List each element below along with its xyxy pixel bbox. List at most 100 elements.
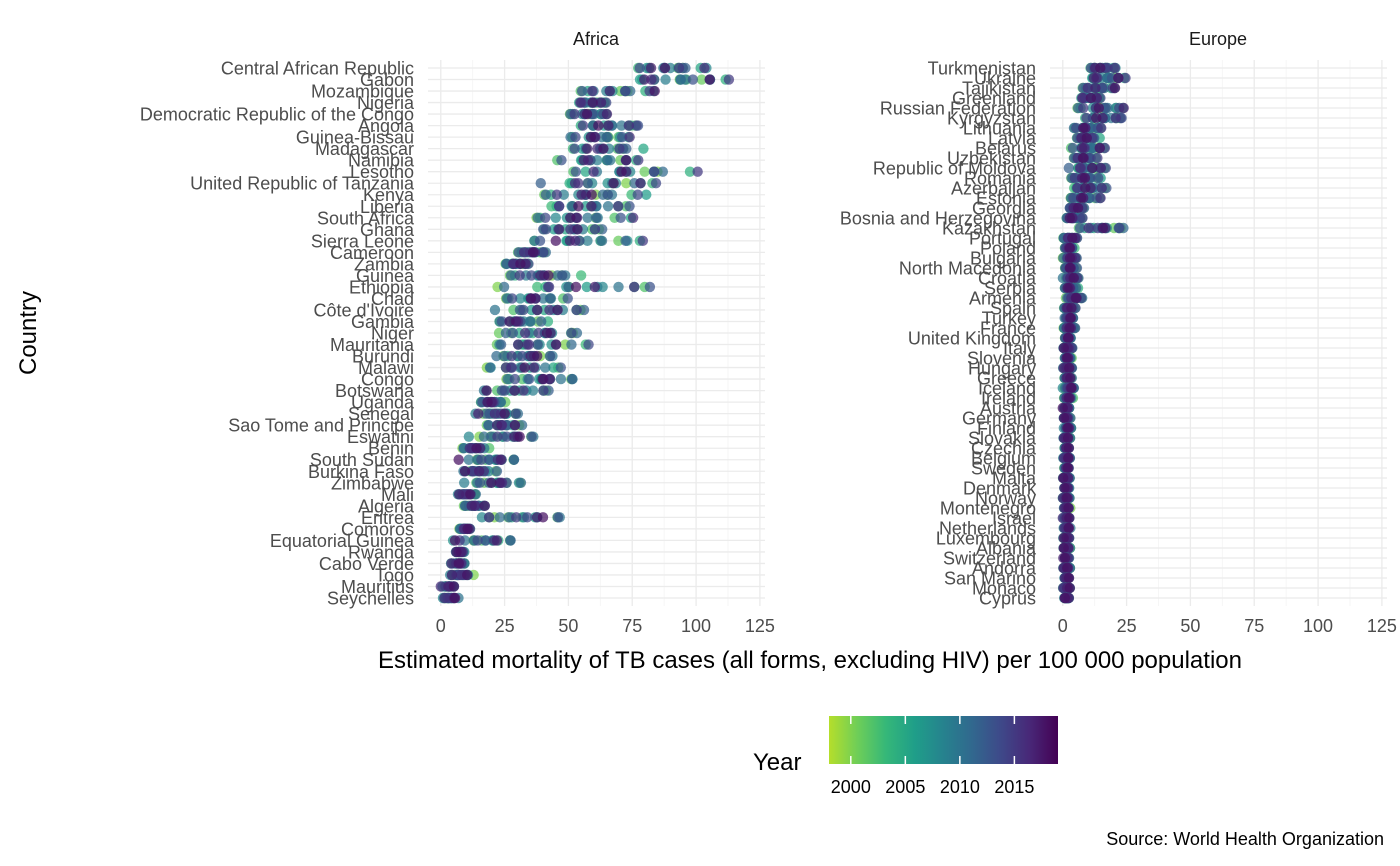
country-label-cabo-verde: Cabo Verde xyxy=(319,554,414,574)
point-san-marino-2018 xyxy=(1063,572,1075,584)
point-mozambique-2017 xyxy=(604,85,616,97)
country-label-guinea: Guinea xyxy=(356,266,415,286)
country-label-equatorial-guinea: Equatorial Guinea xyxy=(270,531,415,551)
point-equatorial-guinea-2013 xyxy=(480,535,491,546)
point-croatia-2018 xyxy=(1068,272,1080,284)
point-lesotho-2016 xyxy=(588,166,599,177)
point-madagascar-2015 xyxy=(614,143,625,154)
point-azerbaijan-2016 xyxy=(1096,182,1107,194)
country-label-chad: Chad xyxy=(371,289,414,309)
point-namibia-2018 xyxy=(620,154,632,166)
point-liberia-2015 xyxy=(554,201,565,212)
point-burundi-2011 xyxy=(491,350,502,362)
point-congo-2014 xyxy=(509,373,521,385)
country-label-hungary: Hungary xyxy=(968,359,1036,379)
country-label-south-sudan: South Sudan xyxy=(310,450,414,470)
point-cote-d-ivoire-2014 xyxy=(518,304,529,316)
country-label-spain: Spain xyxy=(990,299,1036,319)
point-kyrgyzstan-2015 xyxy=(1081,112,1092,124)
point-greenland-2016 xyxy=(1076,92,1088,104)
point-nigeria-2017 xyxy=(595,97,607,108)
point-south-sudan-2017 xyxy=(495,454,506,465)
point-mauritius-2016 xyxy=(435,581,447,592)
point-central-african-republic-2016 xyxy=(699,62,710,74)
country-label-mozambique: Mozambique xyxy=(311,82,414,102)
facet-africa: Africa Central African RepublicGabonMoza… xyxy=(140,29,775,636)
point-sierra-leone-2001 xyxy=(613,235,624,247)
point-eritrea-2008 xyxy=(476,512,488,523)
point-south-africa-2010 xyxy=(582,212,593,223)
point-estonia-2016 xyxy=(1095,192,1106,204)
point-zimbabwe-2011 xyxy=(515,477,527,488)
point-angola-2015 xyxy=(577,120,589,131)
point-portugal-2018 xyxy=(1067,232,1078,244)
country-label-belarus: Belarus xyxy=(975,139,1036,159)
point-lesotho-2011 xyxy=(657,166,669,177)
point-congo-2018 xyxy=(537,373,548,385)
point-chad-2012 xyxy=(545,293,556,304)
point-ireland-2018 xyxy=(1063,392,1074,404)
country-label-armenia: Armenia xyxy=(969,289,1037,309)
point-cabo-verde-2017 xyxy=(446,558,457,569)
country-label-sao-tome-and-principe: Sao Tome and Principe xyxy=(228,416,414,436)
point-south-sudan-2013 xyxy=(484,454,495,465)
country-label-poland: Poland xyxy=(980,239,1036,259)
point-ethiopia-2006 xyxy=(581,281,593,293)
point-kenya-2012 xyxy=(540,189,552,200)
point-sierra-leone-2018 xyxy=(550,235,562,247)
point-malawi-2005 xyxy=(548,362,559,373)
europe-x-tick-100: 100 xyxy=(1303,616,1333,636)
point-madagascar-2014 xyxy=(569,143,580,154)
point-israel-2018 xyxy=(1064,512,1075,524)
point-namibia-2015 xyxy=(633,154,644,166)
point-turkey-2018 xyxy=(1065,312,1076,324)
point-spain-2018 xyxy=(1066,302,1077,314)
country-labels-africa: Central African RepublicGabonMozambiqueN… xyxy=(140,59,415,609)
country-label-algeria: Algeria xyxy=(358,496,415,516)
point-cameroon-2016 xyxy=(518,247,530,258)
country-label-north-macedonia: North Macedonia xyxy=(899,259,1037,279)
point-romania-2018 xyxy=(1079,172,1091,184)
point-czechia-2018 xyxy=(1063,442,1075,454)
point-botswana-2015 xyxy=(538,385,549,396)
point-malawi-2011 xyxy=(484,362,496,373)
point-eritrea-2016 xyxy=(483,512,495,523)
point-niger-2013 xyxy=(507,327,519,339)
country-label-albania: Albania xyxy=(976,539,1037,559)
point-lesotho-2018 xyxy=(616,166,627,177)
point-estonia-2018 xyxy=(1075,192,1087,204)
country-label-luxembourg: Luxembourg xyxy=(936,529,1036,549)
point-malawi-2010 xyxy=(540,362,551,373)
country-label-cameroon: Cameroon xyxy=(330,243,414,263)
country-label-romania: Romania xyxy=(964,169,1037,189)
point-ghana-2012 xyxy=(596,224,608,235)
point-south-africa-2013 xyxy=(615,212,626,223)
point-austria-2018 xyxy=(1057,402,1068,414)
point-ukraine-2017 xyxy=(1088,72,1099,84)
point-sao-tome-and-principe-2012 xyxy=(483,419,494,431)
point-gabon-2017 xyxy=(639,74,650,85)
point-botswana-2018 xyxy=(481,385,492,396)
point-zimbabwe-2009 xyxy=(458,477,470,488)
point-south-africa-2011 xyxy=(532,212,543,223)
point-serbia-2018 xyxy=(1062,282,1073,294)
point-nigeria-2016 xyxy=(575,97,586,108)
point-lesotho-2013 xyxy=(570,166,582,177)
point-latvia-2018 xyxy=(1081,132,1092,144)
point-eritrea-2014 xyxy=(522,512,533,523)
point-united-republic-of-tanzania-2017 xyxy=(635,178,646,189)
country-label-france: France xyxy=(980,319,1036,339)
point-sierra-leone-2009 xyxy=(582,235,593,247)
point-zambia-2016 xyxy=(507,258,519,270)
point-eritrea-2011 xyxy=(494,512,506,523)
point-burkina-faso-2018 xyxy=(459,466,471,477)
country-label-liberia: Liberia xyxy=(360,197,415,217)
point-angola-2016 xyxy=(623,120,635,131)
country-label-uzbekistan: Uzbekistan xyxy=(947,149,1036,169)
country-label-kenya: Kenya xyxy=(363,185,415,205)
country-label-mauritius: Mauritius xyxy=(341,577,414,597)
point-congo-2011 xyxy=(502,373,513,385)
point-tajikistan-2016 xyxy=(1082,82,1093,94)
europe-x-tick-50: 50 xyxy=(1180,616,1200,636)
point-niger-2015 xyxy=(533,327,544,339)
